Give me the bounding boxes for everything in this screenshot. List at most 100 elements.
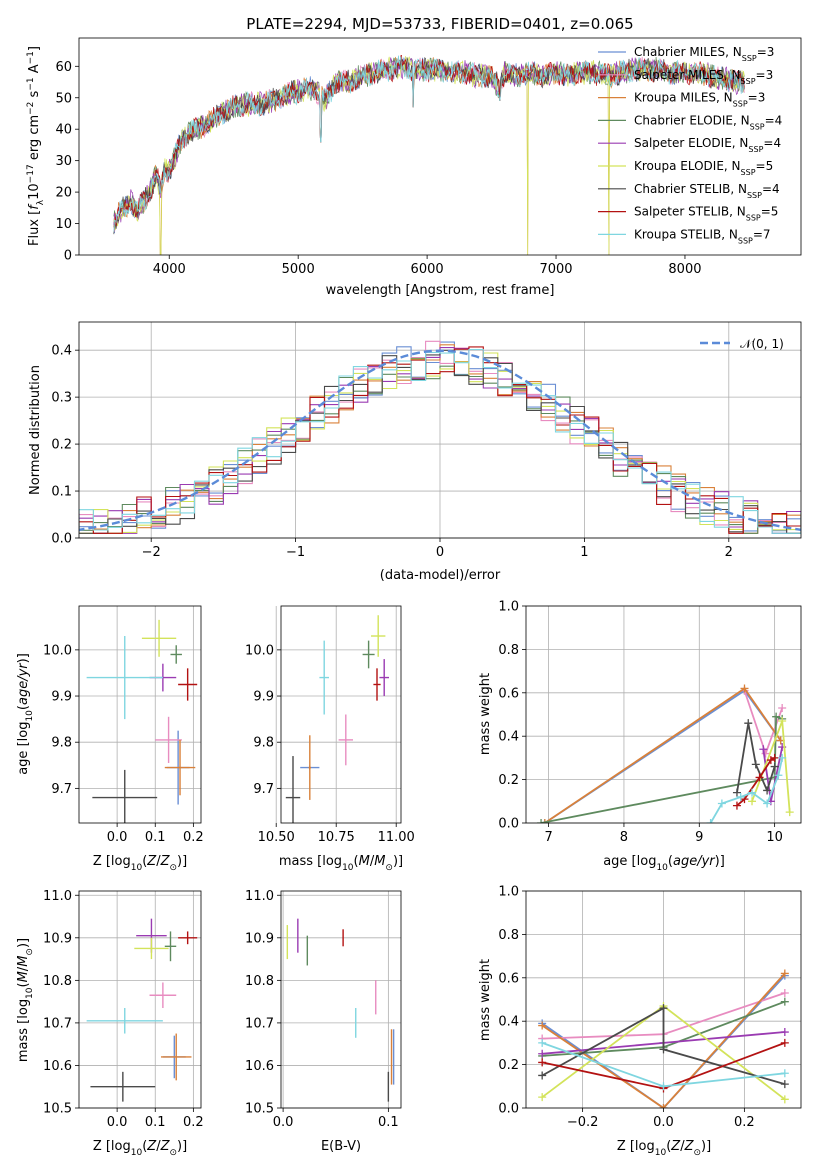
y-tick-label: 0.8 [498,643,519,658]
x-tick-label: 10 [766,830,783,845]
spectrum-kroupa-miles [113,56,745,255]
x-tick-label: 0.0 [653,1115,674,1130]
x-axis-label: Z [log10(Z/Z⊙)] [93,1139,187,1158]
gaussian-curve [79,349,801,532]
x-axis-label: wavelength [Angstrom, rest frame] [326,283,555,298]
y-axis-label: Normed distribution [28,365,43,495]
grid [79,891,201,1109]
y-axis-label: mass weight [478,959,493,1041]
series-kroupa-stelib [538,1038,789,1091]
y-axis-label: mass [log10(M/M⊙)] [16,938,35,1062]
point-marker [780,1028,789,1037]
errorbar-salpeter-miles [149,982,177,1009]
y-tick-label: 0.4 [498,730,519,745]
y-tick-label: 10.0 [43,643,72,658]
plot-area [86,619,198,823]
point-marker [780,988,789,997]
series-chabrier-stelib [538,1004,789,1089]
x-tick-label: 0.0 [107,1115,128,1130]
point-marker [538,1049,547,1058]
y-axis-label: mass weight [478,673,493,755]
point-marker [780,1038,789,1047]
x-axis-label: mass [log10(M/M⊙)] [279,854,403,873]
plot-area [538,969,789,1108]
plot-area [286,918,395,1102]
y-tick-label: 0.0 [498,1102,519,1117]
legend: Chabrier MILES, NSSP=3 Salpeter MILES, NS… [598,45,782,245]
x-axis-label: Z [log10(Z/Z⊙)] [617,1139,711,1158]
point-marker [780,1095,789,1104]
series-line [540,715,783,823]
errorbar-kroupa-stelib [86,1008,163,1034]
panel-mass-vs-ebv: 0.0 0.1 10.5 10.6 10.7 10.8 10.9 11.0 E(B-V) [245,889,402,1154]
legend-entry: Kroupa ELODIE, NSSP=5 [634,159,773,177]
x-axis-label: Z [log10(Z/Z⊙)] [93,854,187,873]
panel-age-vs-Z: 0.0 0.1 0.2 9.7 9.8 9.9 10.0 Z [log10(Z/Z⊙)] age… [16,605,204,873]
x-tick-label: 0.2 [734,1115,755,1130]
y-tick-label: 10.8 [43,974,72,989]
panel-spectrum: 4000 5000 6000 7000 8000 0 10 20 30 40 50 60 PLATE=2… [26,15,802,298]
point-marker [732,788,741,797]
point-marker [538,1038,547,1047]
y-tick-label: 0.2 [498,773,519,788]
x-tick-label: 0.0 [107,830,128,845]
legend-entry: Salpeter MILES, NSSP=3 [634,68,773,86]
y-axis-label: Flux [fλ10−17 erg cm−2 s−1 A−1] [26,46,46,246]
histogram-kroupa-stelib [79,348,801,534]
point-marker [780,997,789,1006]
point-marker [748,788,757,797]
x-tick-label: 10.50 [258,830,295,845]
y-tick-label: 1.0 [498,600,519,615]
x-tick-label: 10.75 [318,830,355,845]
point-marker [763,786,772,795]
legend-entry: Chabrier MILES, NSSP=3 [634,45,774,63]
axes-frame [78,321,802,539]
point-marker [537,819,546,823]
x-tick-label: 5000 [282,262,315,277]
y-tick-label: 10.5 [245,1102,274,1117]
legend-entry: Kroupa STELIB, NSSP=7 [634,227,771,245]
y-axis-label: age [log10(age/yr)] [16,653,35,775]
y-tick-label: 0.2 [51,438,72,453]
panel-weight-vs-age: 7 8 9 10 0.0 0.2 0.4 0.6 0.8 1.0 age [log10(age/yr… [478,600,802,873]
grid [281,891,401,1109]
point-marker [774,771,783,780]
y-tick-label: 10 [55,217,72,232]
errorbar-chabrier-elodie [170,645,182,664]
y-tick-label: 9.8 [51,736,72,751]
x-tick-label: 0.2 [183,1115,204,1130]
series-kroupa-miles [540,684,785,823]
point-marker [659,1082,668,1091]
errorbar-salpeter-stelib [178,931,198,945]
y-tick-label: 11.0 [245,889,274,904]
y-tick-label: 9.9 [51,690,72,705]
errorbar-kroupa-miles [164,739,196,796]
x-axis-label: E(B-V) [321,1139,361,1154]
plot-area [285,615,389,823]
errorbar-kroupa-elodie [141,619,177,657]
axes-frame [525,890,802,1109]
point-marker [759,745,768,754]
grid [79,606,201,823]
grid [526,605,801,824]
y-tick-label: 10.5 [43,1102,72,1117]
series-kroupa-stelib [706,753,787,823]
legend-entry: 𝒩(0, 1) [740,337,784,351]
x-axis-label: (data-model)/error [380,568,501,583]
grid [275,606,401,823]
plot-area [79,340,801,534]
errorbar-kroupa-stelib [319,640,329,715]
errorbar-salpeter-stelib [373,668,381,701]
errorbar-salpeter-elodie [379,659,389,697]
series-line [544,689,782,823]
x-tick-label: 0.1 [378,1115,399,1130]
plot-area [86,918,198,1102]
x-tick-label: 0.2 [183,830,204,845]
y-tick-label: 0.6 [498,686,519,701]
point-marker [538,1058,547,1067]
axes-frame [78,37,802,256]
errorbar-chabrier-elodie [164,931,177,962]
point-marker [540,819,549,823]
panel-age-vs-mass: 10.50 10.75 11.00 9.7 9.8 9.9 10.0 mass [log10(… [245,605,415,873]
